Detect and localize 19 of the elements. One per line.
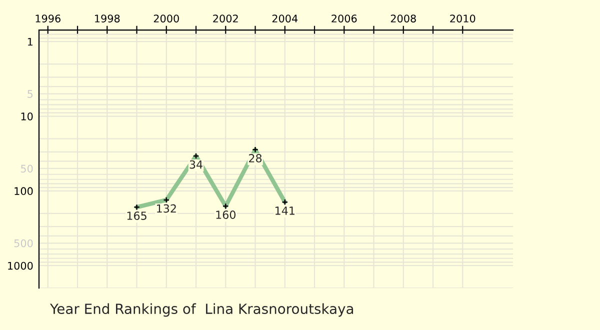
data-label: 160 — [216, 210, 236, 219]
y-tick-label: 100 — [14, 187, 33, 196]
x-tick-label: 2004 — [272, 14, 298, 22]
data-label: 141 — [276, 206, 294, 215]
text: Year End Rankings of Lina Krasnoroutskaya — [50, 303, 354, 317]
x-tick-label: 1998 — [95, 14, 120, 22]
y-tick-label: 1 — [28, 38, 32, 46]
x-tick-label: 2006 — [332, 14, 357, 22]
x-tick-label: 2010 — [450, 14, 476, 22]
x-tick-label: 2002 — [213, 14, 238, 22]
x-tick-label: 2000 — [154, 14, 179, 22]
y-tick-label: 1000 — [8, 262, 33, 270]
data-label: 132 — [157, 204, 176, 213]
x-tick-label: 2008 — [390, 14, 416, 22]
data-label: 34 — [190, 160, 202, 169]
x-tick-label: 1996 — [36, 14, 60, 22]
y-tick-label: 10 — [21, 112, 33, 120]
data-label: 165 — [127, 212, 146, 220]
data-label: 28 — [249, 154, 262, 162]
